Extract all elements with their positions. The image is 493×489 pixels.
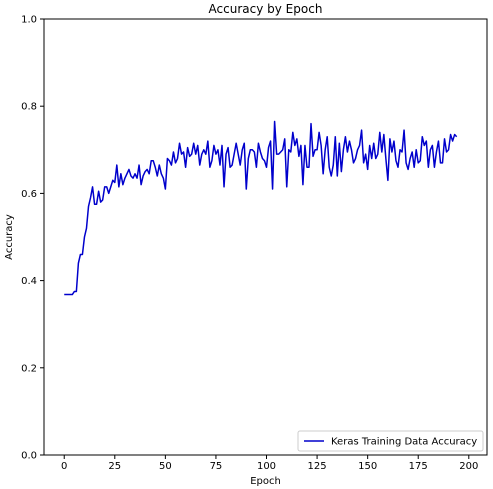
x-tick-label: 125 [308, 461, 327, 472]
y-axis-label: Accuracy [4, 214, 15, 260]
x-tick-label: 50 [159, 461, 172, 472]
y-tick-label: 0.2 [21, 363, 37, 374]
x-axis-ticks: 0 25 50 75 100 125 150 175 200 [61, 455, 478, 472]
x-tick-label: 200 [459, 461, 478, 472]
series-group [64, 120, 458, 296]
y-tick-label: 0.8 [21, 102, 37, 113]
series-line [64, 120, 458, 296]
y-tick-label: 0.4 [21, 276, 37, 287]
plot-frame [43, 18, 488, 456]
legend: Keras Training Data Accuracy [297, 430, 484, 452]
chart-title: Accuracy by Epoch [209, 2, 323, 16]
y-tick-label: 1.0 [21, 15, 37, 26]
x-tick-label: 150 [358, 461, 377, 472]
plot-area [43, 18, 488, 456]
x-tick-label: 175 [409, 461, 428, 472]
y-tick-label: 0.6 [21, 189, 37, 200]
x-tick-label: 75 [210, 461, 223, 472]
y-axis-ticks: 0.0 0.2 0.4 0.6 0.8 1.0 [21, 15, 44, 462]
x-axis-label: Epoch [250, 476, 281, 487]
x-tick-label: 25 [108, 461, 121, 472]
legend-label: Keras Training Data Accuracy [331, 437, 477, 448]
y-tick-label: 0.0 [21, 451, 37, 462]
x-tick-label: 0 [61, 461, 67, 472]
x-tick-label: 100 [257, 461, 276, 472]
legend-box [297, 430, 484, 452]
